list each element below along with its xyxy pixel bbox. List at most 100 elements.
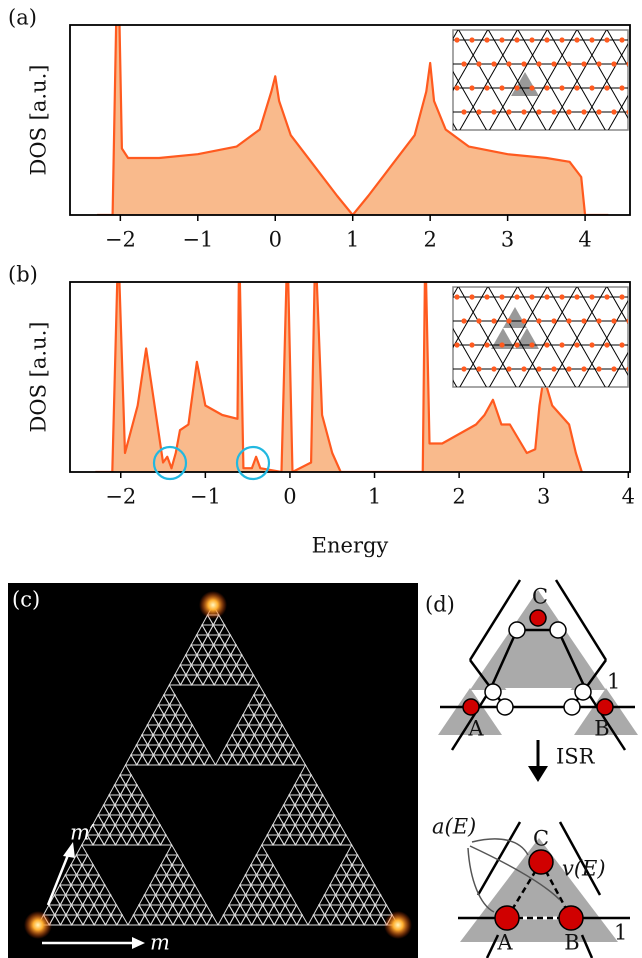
site: [604, 37, 609, 42]
site: [484, 342, 489, 347]
x-tick-label: −2: [105, 228, 136, 252]
site: [619, 294, 624, 299]
site: [574, 390, 579, 395]
site: [529, 37, 534, 42]
site: [589, 133, 594, 138]
site: [514, 85, 519, 90]
site: [484, 294, 489, 299]
x-tick-label: 2: [423, 228, 436, 252]
site: [506, 318, 511, 323]
site: [566, 318, 571, 323]
site: [529, 390, 534, 395]
site: [499, 133, 504, 138]
site: [461, 109, 466, 114]
site: [559, 342, 564, 347]
site: [596, 318, 601, 323]
site: [566, 366, 571, 371]
site: [529, 133, 534, 138]
site: [589, 342, 594, 347]
bond-label: 1: [607, 670, 620, 694]
node-label: C: [533, 827, 549, 851]
inset-line: [631, 20, 642, 142]
inset-line: [334, 277, 404, 399]
site: [514, 390, 519, 395]
site: [574, 37, 579, 42]
node-label: B: [594, 717, 609, 741]
arrow-head: [528, 766, 548, 782]
axis-label: m: [150, 931, 170, 955]
site: [611, 61, 616, 66]
site: [484, 37, 489, 42]
inset-line: [631, 20, 642, 142]
site: [574, 133, 579, 138]
site: [491, 109, 496, 114]
site: [559, 294, 564, 299]
site: [499, 294, 504, 299]
site: [559, 133, 564, 138]
site: [596, 61, 601, 66]
x-tick-label: 0: [283, 485, 296, 509]
site: [574, 294, 579, 299]
panel-label: (a): [8, 6, 37, 30]
site: [499, 85, 504, 90]
node-label: C: [532, 585, 548, 609]
site: [551, 61, 556, 66]
site: [499, 342, 504, 347]
site: [604, 342, 609, 347]
node-label: A: [467, 717, 484, 741]
site: [551, 109, 556, 114]
site: [536, 109, 541, 114]
panel-label: (c): [12, 588, 40, 612]
inset-line: [631, 277, 642, 399]
site: [506, 366, 511, 371]
site: [574, 342, 579, 347]
site: [551, 318, 556, 323]
site: [469, 37, 474, 42]
site: [544, 133, 549, 138]
x-tick-label: 1: [368, 485, 381, 509]
site: [604, 294, 609, 299]
site: [469, 133, 474, 138]
site: [536, 61, 541, 66]
site: [544, 37, 549, 42]
site: [559, 85, 564, 90]
site: [476, 318, 481, 323]
site: [611, 109, 616, 114]
site: [604, 133, 609, 138]
site: [491, 318, 496, 323]
site: [469, 85, 474, 90]
site: [514, 294, 519, 299]
site: [461, 61, 466, 66]
site: [536, 366, 541, 371]
bond-label: 1: [614, 921, 627, 945]
y-axis-label: DOS [a.u.]: [27, 322, 51, 433]
site: [484, 85, 489, 90]
site: [454, 37, 459, 42]
site: [566, 109, 571, 114]
site: [454, 390, 459, 395]
x-tick-label: 4: [622, 485, 635, 509]
x-tick-label: 4: [578, 228, 591, 252]
glow: [24, 911, 52, 939]
inset-line: [334, 20, 404, 142]
site: [619, 85, 624, 90]
site: [529, 294, 534, 299]
annotation: a(E): [432, 815, 476, 839]
site: [476, 61, 481, 66]
inset: [275, 20, 642, 142]
site: [581, 366, 586, 371]
arrow-label: ISR: [556, 745, 596, 769]
site: [506, 61, 511, 66]
inset-line: [334, 20, 404, 142]
site: [491, 366, 496, 371]
x-axis-label: Energy: [312, 534, 389, 558]
site: [544, 85, 549, 90]
site: [521, 318, 526, 323]
inset-line: [305, 20, 375, 142]
site: [529, 342, 534, 347]
site: [581, 318, 586, 323]
x-tick-label: 0: [269, 228, 282, 252]
site: [521, 366, 526, 371]
site: [529, 85, 534, 90]
x-tick-label: −2: [105, 485, 136, 509]
